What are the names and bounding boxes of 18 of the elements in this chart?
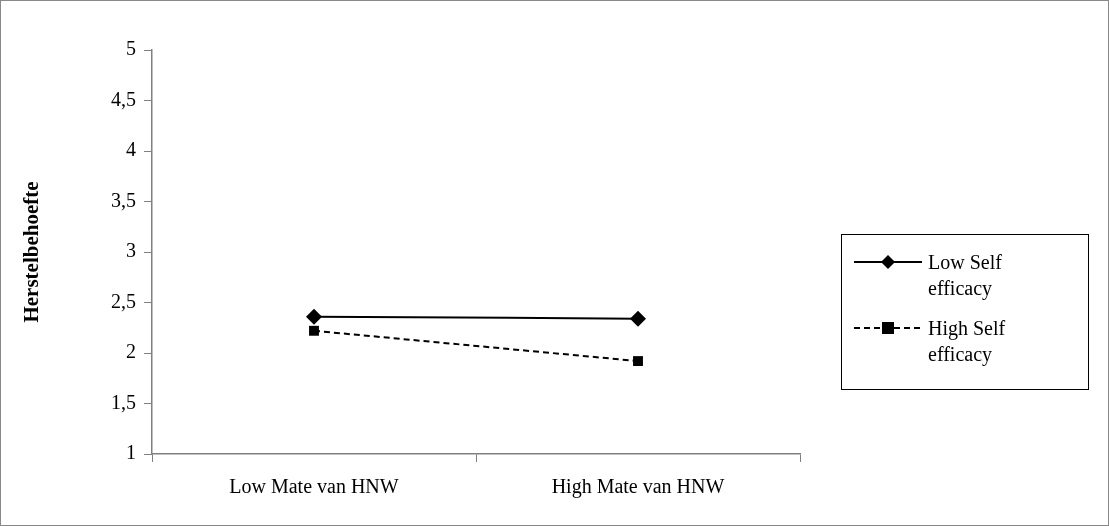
y-tick-label: 4,5 <box>111 87 136 110</box>
point <box>633 356 643 367</box>
point <box>630 310 646 327</box>
y-tick-label: 3 <box>126 239 136 262</box>
point <box>309 325 319 336</box>
x-tick-label: High Mate van HNW <box>551 475 725 499</box>
y-tick-label: 1,5 <box>111 390 136 413</box>
y-tick-label: 2,5 <box>111 289 136 312</box>
x-tick-label: Low Mate van HNW <box>229 475 399 498</box>
legend-label: Low Self efficacy <box>928 250 1003 301</box>
y-tick-label: 1 <box>126 441 136 464</box>
y-tick-label: 2 <box>126 340 136 363</box>
y-tick-label: 5 <box>126 37 136 60</box>
y-tick-label: 4 <box>126 138 136 161</box>
y-tick-label: 3,5 <box>111 188 136 211</box>
y-axis-title: Herstelbehoefte <box>19 181 44 323</box>
point <box>306 308 322 325</box>
legend-label: High Self efficacy <box>928 316 1007 367</box>
